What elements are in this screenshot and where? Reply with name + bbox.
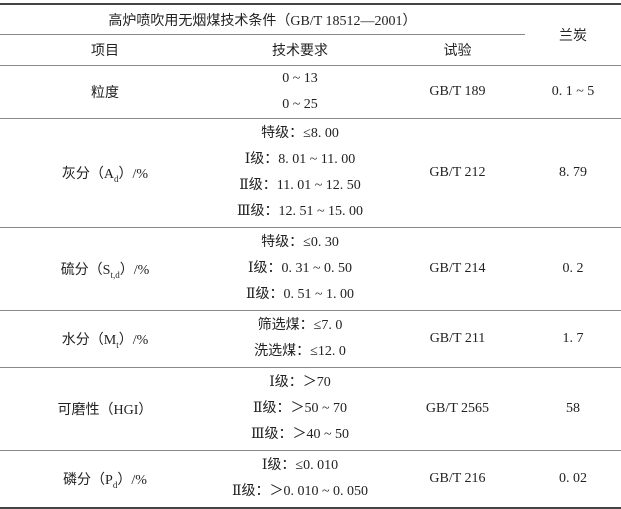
item-subscript: d [114, 173, 119, 184]
item-cell: 水分（Mt）/% [0, 311, 210, 368]
requirement-line: Ⅱ级：＞50 ~ 70 [252, 401, 348, 416]
lantan-value-cell: 58 [566, 401, 580, 416]
requirement-line: 筛选煤：≤7. 0 [257, 318, 343, 333]
requirement-cell: Ⅰ级：＞70 Ⅱ级：＞50 ~ 70 Ⅲ级：＞40 ~ 50 [210, 368, 390, 451]
item-subscript: t,d [110, 269, 120, 280]
requirement-line: Ⅱ级：＞0. 010 ~ 0. 050 [231, 484, 369, 499]
requirement-line: Ⅰ级：0. 31 ~ 0. 50 [247, 261, 353, 276]
lantan-value-cell: 1. 7 [562, 331, 584, 346]
test-method-cell: GB/T 211 [429, 331, 486, 346]
coal-standards-table: 高炉喷吹用无烟煤技术条件（GB/T 18512—2001） 兰炭 项目 技术要求… [0, 3, 621, 509]
lantan-value-cell: 0. 1 ~ 5 [551, 84, 595, 99]
header-requirement: 技术要求 [272, 44, 328, 59]
item-name: 灰分（A [61, 166, 115, 182]
table-title: 高炉喷吹用无烟煤技术条件（GB/T 18512—2001） [0, 4, 525, 35]
item-name: 粒度 [91, 85, 119, 101]
item-cell: 磷分（Pd）/% [0, 451, 210, 509]
item-cell: 可磨性（HGI） [0, 368, 210, 451]
item-name: 硫分（S [60, 262, 111, 278]
header-item: 项目 [91, 44, 119, 59]
lantan-value-cell: 0. 2 [562, 261, 584, 276]
test-method-cell: GB/T 212 [429, 165, 486, 180]
item-subscript: d [112, 479, 118, 490]
requirement-line: Ⅱ级：11. 01 ~ 12. 50 [239, 178, 361, 193]
test-method-cell: GB/T 2565 [425, 401, 490, 416]
header-lantan: 兰炭 [525, 4, 621, 66]
table-row: 磷分（Pd）/% Ⅰ级：≤0. 010 Ⅱ级：＞0. 010 ~ 0. 050 GB/… [0, 451, 621, 509]
requirement-line: Ⅰ级：≤0. 010 [261, 458, 339, 473]
requirement-line: 0 ~ 25 [282, 97, 318, 112]
item-subscript: t [116, 339, 119, 350]
requirement-line: Ⅱ级：0. 51 ~ 1. 00 [245, 287, 355, 302]
item-unit: ）/% [117, 472, 147, 488]
item-name: 水分（M [61, 332, 117, 348]
header-test: 试验 [443, 44, 472, 59]
requirement-cell: 0 ~ 13 0 ~ 25 [210, 66, 390, 119]
requirement-cell: Ⅰ级：≤0. 010 Ⅱ级：＞0. 010 ~ 0. 050 [210, 451, 390, 509]
requirement-line: 特级：≤8. 00 [261, 126, 339, 141]
test-method-cell: GB/T 189 [429, 84, 486, 99]
requirement-line: Ⅰ级：＞70 [269, 375, 331, 390]
table-row: 粒度 0 ~ 13 0 ~ 25 GB/T 189 0. 1 ~ 5 [0, 66, 621, 119]
item-unit: ）/% [118, 332, 149, 348]
item-cell: 硫分（St,d）/% [0, 228, 210, 311]
requirement-line: 0 ~ 13 [282, 71, 318, 86]
table-row: 水分（Mt）/% 筛选煤：≤7. 0 洗选煤：≤12. 0 GB/T 211 1. 7 [0, 311, 621, 368]
item-name: 磷分（P [63, 472, 113, 488]
table-row: 灰分（Ad）/% 特级：≤8. 00 Ⅰ级：8. 01 ~ 11. 00 Ⅱ级：11.… [0, 119, 621, 228]
item-cell: 灰分（Ad）/% [0, 119, 210, 228]
requirement-line: 洗选煤：≤12. 0 [254, 344, 346, 359]
requirement-cell: 筛选煤：≤7. 0 洗选煤：≤12. 0 [210, 311, 390, 368]
requirement-line: Ⅲ级：12. 51 ~ 15. 00 [236, 204, 364, 219]
table-row: 可磨性（HGI） Ⅰ级：＞70 Ⅱ级：＞50 ~ 70 Ⅲ级：＞40 ~ 50 GB/T… [0, 368, 621, 451]
item-cell: 粒度 [0, 66, 210, 119]
requirement-line: Ⅰ级：8. 01 ~ 11. 00 [244, 152, 356, 167]
requirement-cell: 特级：≤0. 30 Ⅰ级：0. 31 ~ 0. 50 Ⅱ级：0. 51 ~ 1. 0… [210, 228, 390, 311]
lantan-value-cell: 8. 79 [559, 165, 587, 180]
item-unit: ）/% [118, 166, 149, 182]
requirement-line: 特级：≤0. 30 [261, 235, 339, 250]
lantan-value-cell: 0. 02 [559, 471, 587, 486]
item-unit: ）/% [119, 262, 150, 278]
requirement-line: Ⅲ级：＞40 ~ 50 [250, 427, 350, 442]
test-method-cell: GB/T 214 [429, 261, 486, 276]
item-name: 可磨性（HGI） [57, 402, 153, 418]
table-row: 硫分（St,d）/% 特级：≤0. 30 Ⅰ级：0. 31 ~ 0. 50 Ⅱ级：0.… [0, 228, 621, 311]
requirement-cell: 特级：≤8. 00 Ⅰ级：8. 01 ~ 11. 00 Ⅱ级：11. 01 ~ 12… [210, 119, 390, 228]
test-method-cell: GB/T 216 [429, 471, 486, 486]
